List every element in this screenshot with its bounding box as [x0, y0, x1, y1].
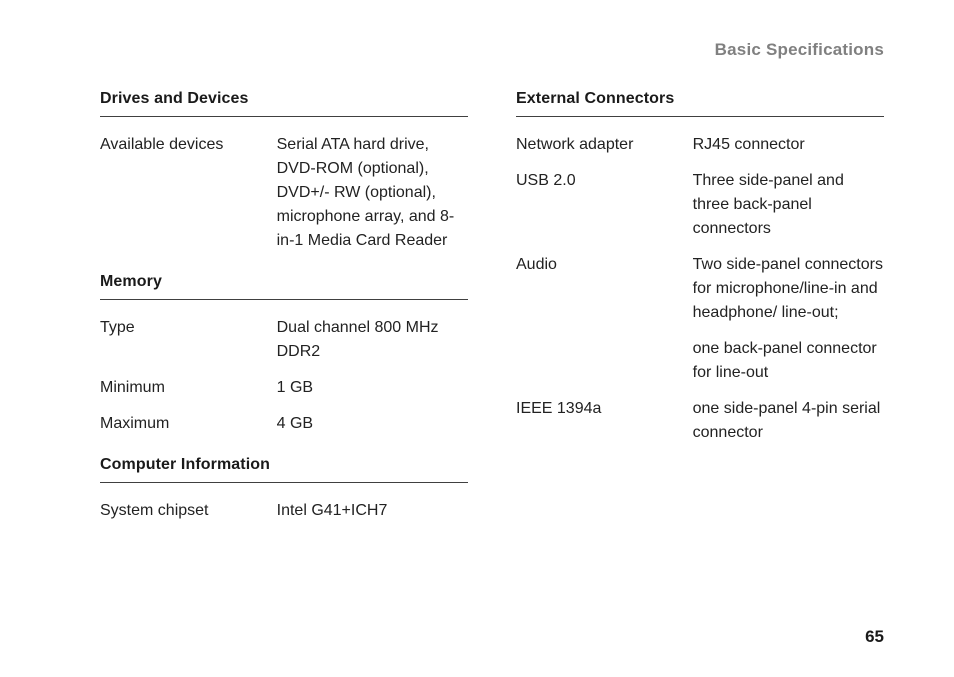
spec-label: Audio — [516, 253, 693, 325]
spec-row: Maximum 4 GB — [100, 406, 468, 442]
spec-label: Minimum — [100, 376, 277, 400]
spec-value: 1 GB — [277, 376, 468, 400]
spec-value: one side-panel 4-pin serial connector — [693, 397, 884, 445]
spec-label: Available devices — [100, 133, 277, 253]
spec-value: Intel G41+ICH7 — [277, 499, 468, 523]
spec-value: Two side-panel connectors for microphone… — [693, 253, 884, 325]
spec-label: System chipset — [100, 499, 277, 523]
spec-label: IEEE 1394a — [516, 397, 693, 445]
spec-label — [516, 337, 693, 385]
section-heading-external: External Connectors — [516, 90, 884, 117]
spec-row: Type Dual channel 800 MHz DDR2 — [100, 310, 468, 370]
spec-value: Dual channel 800 MHz DDR2 — [277, 316, 468, 364]
spec-row: Available devices Serial ATA hard drive,… — [100, 127, 468, 259]
section-heading-drives: Drives and Devices — [100, 90, 468, 117]
spec-label: Network adapter — [516, 133, 693, 157]
spec-label: Maximum — [100, 412, 277, 436]
right-column: External Connectors Network adapter RJ45… — [516, 90, 884, 529]
spec-label: USB 2.0 — [516, 169, 693, 241]
page-header: Basic Specifications — [100, 40, 884, 60]
spec-row: Minimum 1 GB — [100, 370, 468, 406]
spec-value: 4 GB — [277, 412, 468, 436]
spec-row: System chipset Intel G41+ICH7 — [100, 493, 468, 529]
spec-value: one back-panel connector for line-out — [693, 337, 884, 385]
spec-value: Serial ATA hard drive, DVD-ROM (optional… — [277, 133, 468, 253]
spec-value: RJ45 connector — [693, 133, 884, 157]
page-number: 65 — [865, 627, 884, 647]
spec-row: Audio Two side-panel connectors for micr… — [516, 247, 884, 331]
spec-value: Three side-panel and three back-panel co… — [693, 169, 884, 241]
section-heading-memory: Memory — [100, 273, 468, 300]
section-heading-computer-info: Computer Information — [100, 456, 468, 483]
spec-row: one back-panel connector for line-out — [516, 331, 884, 391]
spec-label: Type — [100, 316, 277, 364]
spec-row: USB 2.0 Three side-panel and three back-… — [516, 163, 884, 247]
spec-row: Network adapter RJ45 connector — [516, 127, 884, 163]
content-columns: Drives and Devices Available devices Ser… — [100, 90, 884, 529]
left-column: Drives and Devices Available devices Ser… — [100, 90, 468, 529]
spec-row: IEEE 1394a one side-panel 4-pin serial c… — [516, 391, 884, 451]
